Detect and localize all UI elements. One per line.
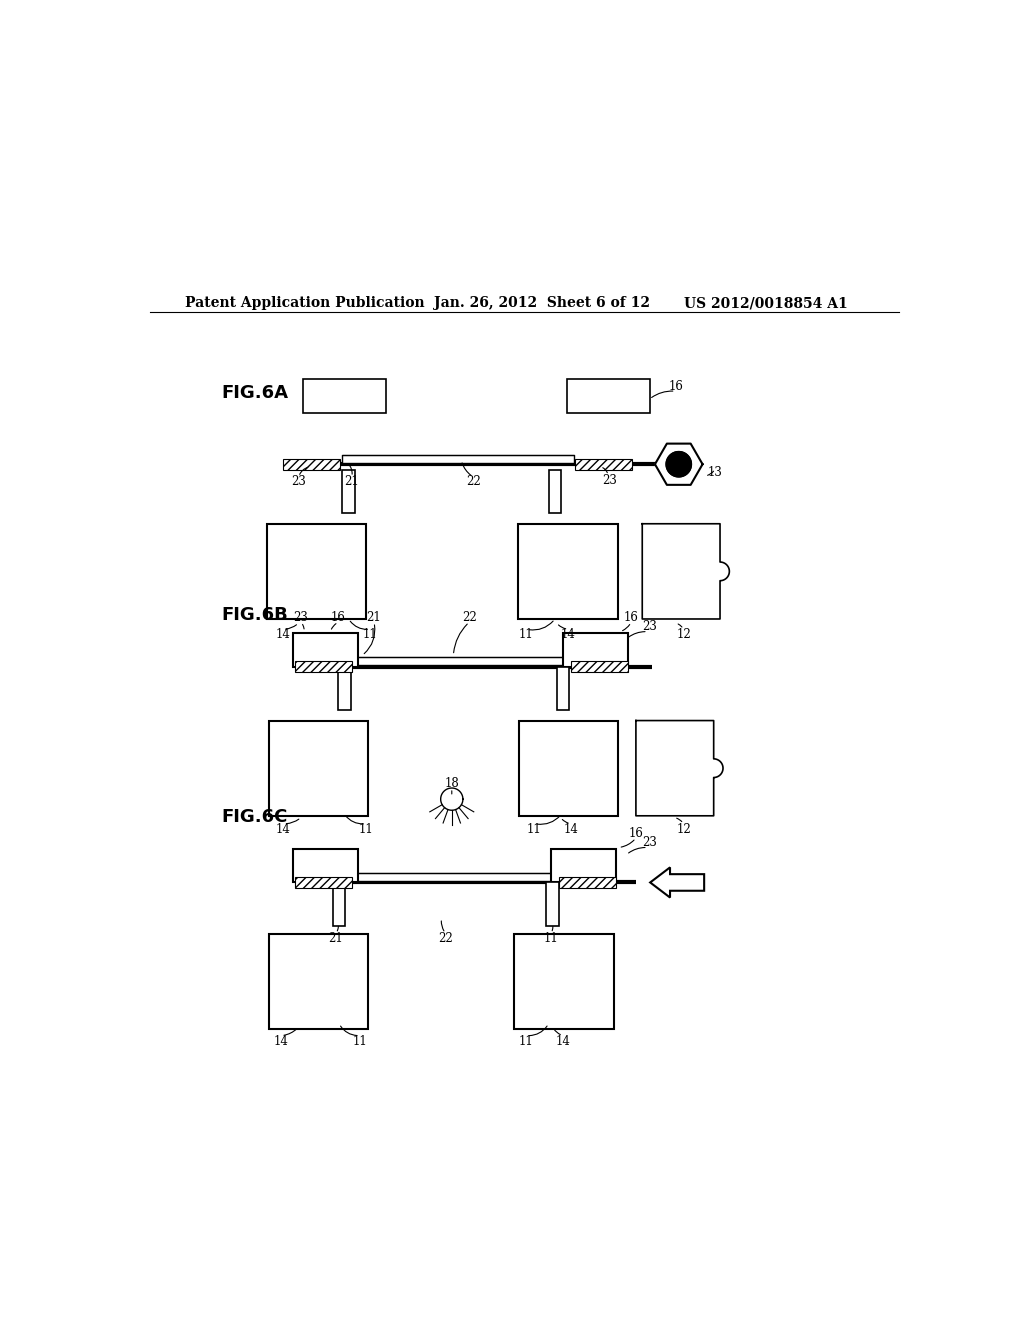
Text: 14: 14 bbox=[276, 822, 291, 836]
Text: US 2012/0018854 A1: US 2012/0018854 A1 bbox=[684, 296, 847, 310]
Bar bbox=[333, 883, 345, 927]
Bar bbox=[338, 667, 351, 710]
Text: 23: 23 bbox=[602, 474, 617, 487]
Text: 21: 21 bbox=[367, 611, 381, 624]
Text: FIG.6B: FIG.6B bbox=[221, 606, 289, 624]
Text: 22: 22 bbox=[438, 932, 453, 945]
Polygon shape bbox=[655, 444, 702, 484]
Polygon shape bbox=[666, 451, 691, 477]
Text: Patent Application Publication: Patent Application Publication bbox=[185, 296, 425, 310]
Text: 11: 11 bbox=[352, 1035, 368, 1048]
Text: 22: 22 bbox=[466, 475, 480, 488]
Text: 14: 14 bbox=[273, 1035, 289, 1048]
Text: Jan. 26, 2012  Sheet 6 of 12: Jan. 26, 2012 Sheet 6 of 12 bbox=[433, 296, 649, 310]
Text: 23: 23 bbox=[642, 837, 656, 849]
Bar bbox=[574, 458, 632, 470]
Bar bbox=[342, 454, 574, 462]
Text: 11: 11 bbox=[519, 1035, 534, 1048]
Bar bbox=[352, 873, 559, 880]
Text: 23: 23 bbox=[291, 475, 306, 488]
Text: 16: 16 bbox=[331, 611, 346, 624]
Text: 13: 13 bbox=[708, 466, 723, 479]
Text: 23: 23 bbox=[294, 611, 308, 624]
Text: 12: 12 bbox=[676, 822, 691, 836]
Bar bbox=[546, 883, 559, 927]
Text: 11: 11 bbox=[362, 628, 378, 642]
Text: 12: 12 bbox=[676, 628, 691, 642]
Text: FIG.6A: FIG.6A bbox=[221, 384, 289, 401]
Text: 11: 11 bbox=[519, 628, 534, 642]
Bar bbox=[563, 634, 628, 667]
Bar bbox=[519, 721, 618, 816]
Bar bbox=[551, 849, 616, 883]
Bar bbox=[557, 667, 569, 710]
Polygon shape bbox=[642, 524, 729, 619]
Text: 11: 11 bbox=[527, 822, 542, 836]
Bar bbox=[342, 470, 355, 513]
Bar bbox=[514, 935, 613, 1030]
Text: 23: 23 bbox=[642, 620, 656, 634]
Text: 14: 14 bbox=[555, 1035, 570, 1048]
FancyArrow shape bbox=[650, 867, 705, 898]
Text: 21: 21 bbox=[344, 475, 359, 488]
Bar bbox=[549, 470, 561, 513]
Bar bbox=[352, 657, 570, 665]
Bar bbox=[303, 379, 386, 413]
Bar bbox=[518, 524, 617, 619]
Text: 18: 18 bbox=[444, 776, 459, 789]
Bar bbox=[293, 849, 358, 883]
Text: 22: 22 bbox=[462, 611, 476, 624]
Bar bbox=[570, 661, 628, 672]
Text: 11: 11 bbox=[358, 822, 374, 836]
Polygon shape bbox=[636, 721, 723, 816]
Text: 14: 14 bbox=[563, 822, 579, 836]
Bar bbox=[267, 524, 367, 619]
Bar bbox=[283, 458, 340, 470]
Bar bbox=[293, 634, 358, 667]
Bar bbox=[559, 876, 616, 888]
Bar bbox=[567, 379, 650, 413]
Text: 11: 11 bbox=[544, 932, 558, 945]
Text: 16: 16 bbox=[629, 826, 643, 840]
Bar bbox=[295, 876, 352, 888]
Text: 16: 16 bbox=[624, 611, 639, 624]
Text: 16: 16 bbox=[668, 380, 683, 393]
Text: 14: 14 bbox=[561, 628, 575, 642]
Bar bbox=[269, 721, 369, 816]
Text: 21: 21 bbox=[329, 932, 343, 945]
Text: 14: 14 bbox=[275, 628, 290, 642]
Bar bbox=[295, 661, 352, 672]
Text: FIG.6C: FIG.6C bbox=[221, 808, 288, 826]
Bar bbox=[269, 935, 369, 1030]
